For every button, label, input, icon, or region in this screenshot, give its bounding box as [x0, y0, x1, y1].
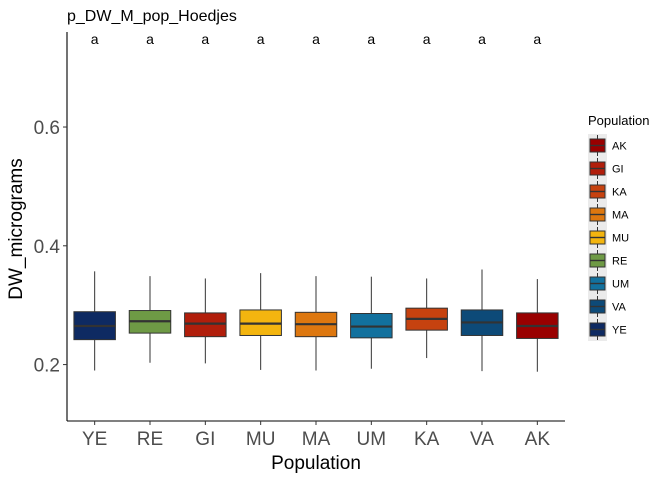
group-letter-MA: a [312, 31, 320, 47]
legend-label-YE: YE [612, 325, 627, 337]
legend-title: Population [588, 113, 649, 128]
x-tick-label: RE [137, 429, 163, 450]
x-tick-label: GI [195, 429, 215, 450]
x-tick-label: MU [246, 429, 276, 450]
legend-item-MA: MA [589, 204, 629, 225]
legend-label-KA: KA [612, 187, 627, 199]
box-body-GI [184, 312, 227, 338]
y-axis: 0.2 0.4 0.6 [34, 32, 68, 421]
group-letter-VA: a [478, 31, 486, 47]
x-tick-label: MA [302, 429, 331, 450]
legend-label-AK: AK [612, 141, 627, 153]
x-axis-title: Population [271, 453, 361, 474]
legend-label-MU: MU [612, 233, 629, 245]
group-letter-YE: a [91, 31, 99, 47]
box-KA: a [405, 31, 448, 359]
box-GI: a [184, 31, 227, 364]
legend: Population AK GI KA MA MU RE UM VA YE [588, 113, 649, 341]
box-MU: a [239, 31, 282, 370]
x-axis: YE RE GI MU MA UM KA VA AK [67, 420, 565, 450]
box-YE: a [73, 31, 116, 371]
legend-item-AK: AK [589, 135, 627, 156]
x-tick-label: UM [357, 429, 387, 450]
legend-label-GI: GI [612, 164, 624, 176]
x-tick-label: YE [82, 429, 107, 450]
group-letter-GI: a [201, 31, 209, 47]
y-axis-title: DW_micrograms [6, 158, 27, 299]
legend-item-UM: UM [589, 273, 629, 294]
legend-label-RE: RE [612, 256, 627, 268]
group-letter-AK: a [533, 31, 541, 47]
chart-title: p_DW_M_pop_Hoedjes [67, 8, 237, 25]
legend-label-MA: MA [612, 210, 629, 222]
box-RE: a [128, 31, 172, 363]
legend-item-RE: RE [589, 250, 627, 271]
legend-item-YE: YE [589, 319, 627, 340]
legend-item-KA: KA [589, 181, 627, 202]
box-MA: a [294, 31, 338, 371]
group-letter-KA: a [423, 31, 431, 47]
group-letter-UM: a [367, 31, 375, 47]
legend-item-MU: MU [589, 227, 629, 248]
legend-item-VA: VA [589, 296, 627, 317]
group-letter-RE: a [146, 31, 154, 47]
y-tick-label: 0.4 [34, 237, 61, 258]
x-tick-label: AK [525, 429, 551, 450]
box-UM: a [350, 31, 393, 369]
legend-item-GI: GI [589, 158, 624, 179]
x-tick-label: KA [414, 429, 440, 450]
y-tick-label: 0.2 [34, 356, 60, 377]
box-AK: a [516, 31, 559, 372]
group-letter-MU: a [257, 31, 265, 47]
legend-label-VA: VA [612, 302, 627, 314]
box-VA: a [460, 31, 504, 372]
legend-label-UM: UM [612, 279, 629, 291]
x-tick-label: VA [470, 429, 494, 450]
y-tick-label: 0.6 [34, 118, 60, 139]
